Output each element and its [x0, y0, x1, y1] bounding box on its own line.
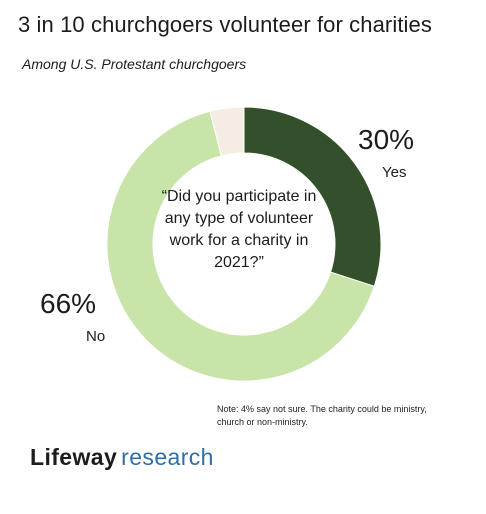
yes-category-label: Yes — [382, 164, 407, 181]
brand-part2: research — [121, 444, 214, 470]
yes-percent-label: 30% — [358, 124, 415, 155]
slice-yes — [243, 106, 382, 287]
lifeway-research-logo: Lifeway research — [30, 444, 214, 471]
slice-not-sure — [209, 106, 245, 157]
center-question: “Did you participate in any type of volu… — [161, 188, 317, 271]
brand-part1: Lifeway — [30, 444, 118, 470]
no-percent-label: 66% — [40, 288, 97, 319]
chart-subtitle: Among U.S. Protestant churchgoers — [22, 56, 247, 72]
chart-title: 3 in 10 churchgoers volunteer for charit… — [18, 12, 432, 37]
no-category-label: No — [86, 328, 106, 345]
footnote: Note: 4% say not sure. The charity could… — [217, 404, 427, 427]
slice-no — [106, 110, 375, 382]
